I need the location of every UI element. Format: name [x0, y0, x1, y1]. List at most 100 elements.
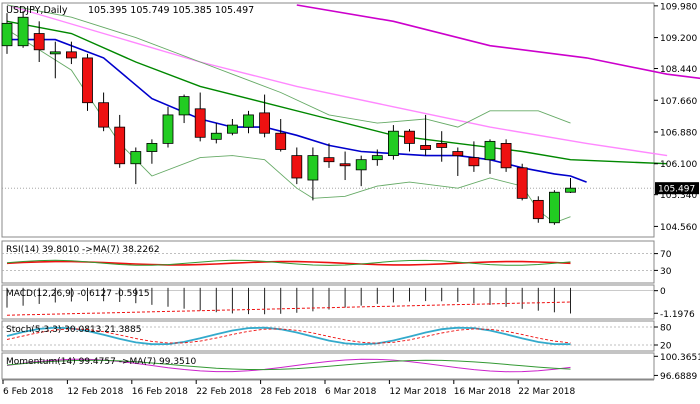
candle-26: [420, 114, 432, 156]
candle-body: [275, 132, 287, 150]
candle-9: [146, 139, 158, 164]
candle-20: [323, 143, 335, 168]
x-tick-label-0: 6 Feb 2018: [3, 387, 54, 397]
overlay-line-0: [296, 4, 700, 80]
main-panel-frame: [1, 2, 655, 238]
candle-0: [1, 13, 13, 54]
candle-body: [17, 16, 29, 47]
candle-body: [371, 155, 383, 161]
candle-body: [291, 155, 303, 179]
candle-21: [339, 151, 351, 181]
indicator-panel-0: RSI(14) 39.8010 ->MA(7) 38.2262 70 30: [1, 240, 672, 284]
candle-body: [98, 102, 109, 128]
candle-29: [468, 141, 480, 172]
candle-8: [130, 147, 142, 185]
candle-11: [178, 94, 190, 124]
candle-body: [387, 130, 399, 157]
candle-body: [339, 163, 351, 167]
panel-tick-label: 30: [660, 267, 672, 277]
candle-14: [226, 118, 238, 136]
x-tick-label-2: 16 Feb 2018: [132, 387, 188, 397]
candle-1: [17, 11, 29, 48]
panel-tick-label: 96.6889: [660, 372, 697, 382]
panel-tick-label: 0: [660, 287, 666, 297]
panel-label: RSI(14) 39.8010 ->MA(7) 38.2262: [6, 245, 160, 255]
candle-32: [516, 163, 528, 201]
candle-3: [49, 41, 61, 79]
panel-tick-label: 80: [660, 324, 672, 334]
candle-33: [532, 196, 544, 223]
candle-34: [549, 190, 560, 225]
x-tick-label-5: 6 Mar 2018: [325, 387, 377, 397]
candle-body: [210, 132, 222, 140]
x-tick-label-3: 22 Feb 2018: [196, 387, 252, 397]
x-tick-label-8: 22 Mar 2018: [518, 387, 575, 397]
panel-frame: [1, 284, 655, 320]
overlay-line-4: [6, 4, 571, 128]
candle-body: [130, 151, 142, 165]
candle-body: [516, 167, 528, 199]
candle-body: [355, 159, 367, 171]
candle-13: [210, 123, 222, 144]
candle-30: [484, 139, 496, 174]
candle-12: [194, 92, 206, 142]
candle-24: [387, 125, 399, 160]
candle-body: [307, 155, 319, 181]
rsi-ma-line: [6, 260, 571, 266]
candle-body: [404, 130, 415, 144]
candle-body: [259, 112, 271, 134]
momentum-ma-line: [6, 359, 571, 371]
indicator-panel-3: Momentum(14) 99.4757 ->MA(7) 99.3510 100.…: [1, 352, 700, 382]
candle-35: [565, 177, 576, 194]
candle-18: [291, 147, 303, 185]
indicator-panel-1: MACD(12,26,9) -0.6127 -0.5915 0 -1.1976: [1, 284, 695, 320]
candle-17: [275, 118, 287, 152]
candle-body: [82, 57, 93, 104]
panel-tick-label: 70: [660, 250, 672, 260]
candle-body: [452, 151, 464, 157]
candle-body: [500, 142, 512, 169]
candle-body: [532, 199, 544, 220]
panel-tick-label: -1.1976: [660, 310, 695, 320]
panel-label: MACD(12,26,9) -0.6127 -0.5915: [6, 289, 150, 299]
candle-body: [420, 145, 432, 150]
candle-body: [33, 33, 45, 51]
candle-body: [323, 157, 335, 163]
x-tick-label-1: 12 Feb 2018: [67, 387, 123, 397]
rsi-line: [6, 259, 571, 266]
candle-22: [355, 155, 367, 187]
candle-body: [226, 124, 238, 134]
candle-body: [66, 51, 77, 59]
y-tick-label-6: 105.340: [660, 191, 697, 201]
last-price-box: [655, 182, 699, 195]
indicator-panel-2: Stoch(5,3,3) 30.0813 21.3885 80 20: [1, 320, 672, 352]
candle-5: [82, 53, 93, 111]
y-tick-label-4: 106.880: [660, 129, 697, 139]
overlay-line-1: [6, 4, 668, 157]
candle-23: [371, 149, 383, 166]
chart-title: USDJPY,Daily: [6, 5, 68, 16]
stoch-d-line: [6, 328, 571, 344]
macd-signal-line: [6, 301, 571, 316]
candle-body: [484, 140, 496, 161]
candle-body: [468, 157, 480, 167]
panel-tick-label: 100.3651: [660, 353, 700, 363]
y-tick-label-3: 107.660: [660, 97, 697, 107]
panel-label: Stoch(5,3,3) 30.0813 21.3885: [6, 325, 141, 335]
candle-6: [98, 92, 109, 132]
candle-body: [436, 142, 448, 148]
candle-28: [452, 147, 464, 176]
panel-frame: [1, 320, 655, 352]
candle-10: [162, 106, 174, 148]
y-tick-label-1: 109.200: [660, 34, 697, 44]
last-price-label: 105.497: [658, 185, 695, 195]
panel-frame: [1, 352, 655, 380]
candle-body: [114, 126, 126, 165]
stoch-k-line: [6, 326, 571, 346]
panel-label: Momentum(14) 99.4757 ->MA(7) 99.3510: [6, 357, 197, 367]
x-tick-label-7: 16 Mar 2018: [454, 387, 511, 397]
panel-tick-label: 20: [660, 342, 672, 352]
candle-27: [436, 131, 448, 162]
